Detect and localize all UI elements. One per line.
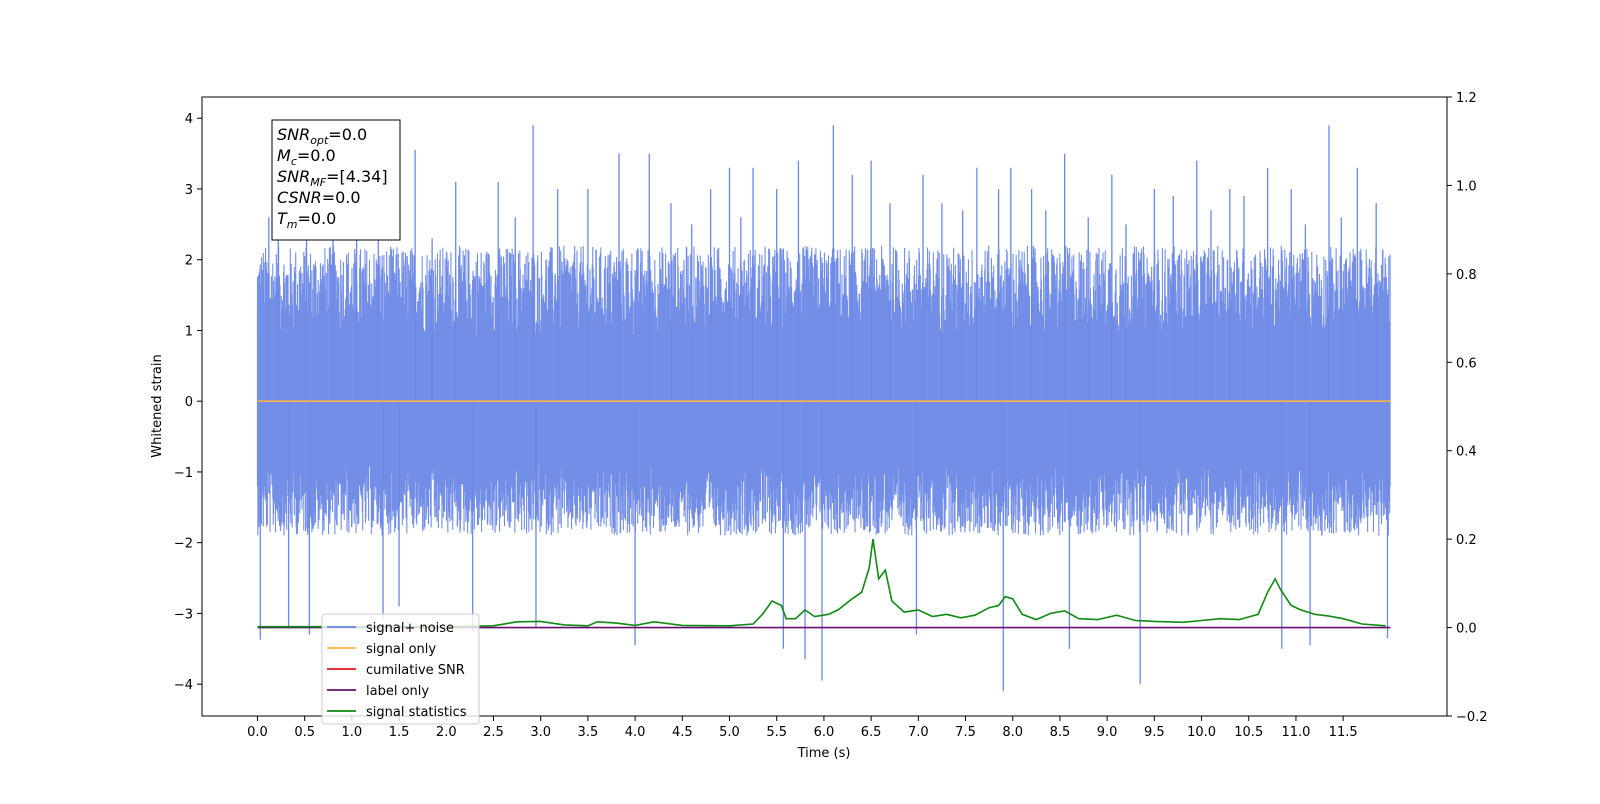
x-tick-label: 3.0 — [530, 725, 551, 740]
annotation-box-frame — [271, 119, 401, 241]
y-tick-label: −4 — [174, 678, 193, 693]
annotation-line: SNRopt=0.0 — [277, 125, 367, 147]
y-tick-label: −1 — [174, 466, 193, 481]
y2-tick-label: 0.2 — [1456, 533, 1477, 548]
x-tick-label: 5.0 — [719, 725, 740, 740]
legend-label: label only — [366, 684, 429, 699]
x-tick-label: 6.0 — [814, 725, 835, 740]
x-tick-label: 8.0 — [1002, 725, 1023, 740]
y2-tick-label: −0.2 — [1456, 710, 1488, 725]
annotation-line: SNRMF=[4.34] — [277, 167, 388, 189]
x-tick-label: 10.5 — [1234, 725, 1263, 740]
y-tick-label: 4 — [185, 112, 193, 127]
y2-tick-label: 1.0 — [1456, 179, 1477, 194]
legend-label: cumilative SNR — [366, 663, 465, 678]
x-tick-label: 0.0 — [247, 725, 268, 740]
legend-label: signal statistics — [366, 705, 467, 720]
x-tick-label: 9.5 — [1144, 725, 1165, 740]
y2-tick-label: 0.4 — [1456, 445, 1477, 460]
y2-tick-label: 0.0 — [1456, 622, 1477, 637]
x-tick-label: 0.5 — [294, 725, 315, 740]
y-tick-label: 3 — [185, 183, 193, 198]
x-tick-label: 8.5 — [1050, 725, 1071, 740]
y-tick-label: −2 — [174, 537, 193, 552]
x-tick-label: 7.0 — [908, 725, 929, 740]
x-tick-label: 5.5 — [766, 725, 787, 740]
series-layer — [256, 125, 1391, 692]
y2-tick-label: 0.8 — [1456, 268, 1477, 283]
series-signal-noise — [256, 245, 1391, 536]
x-tick-label: 9.0 — [1097, 725, 1118, 740]
y2-tick-label: 1.2 — [1456, 91, 1477, 106]
legend: signal+ noise signal only cumilative SNR la… — [321, 613, 480, 725]
y-tick-label: 1 — [185, 324, 193, 339]
x-tick-label: 3.5 — [578, 725, 599, 740]
x-axis-label: Time (s) — [797, 746, 851, 761]
y-tick-label: 2 — [185, 254, 193, 269]
series-signal-statistics — [257, 538, 1386, 628]
x-tick-label: 1.5 — [389, 725, 410, 740]
x-tick-label: 4.0 — [625, 725, 646, 740]
axes-layer: Time (s) Whitened strain 0.0 0.5 1.0 1.5 2.0… — [150, 91, 1488, 761]
y2-tick-label: 0.6 — [1456, 356, 1477, 371]
x-tick-label: 11.0 — [1281, 725, 1310, 740]
plot-frame — [201, 96, 1448, 717]
x-tick-label: 2.0 — [436, 725, 457, 740]
y-axis-label: Whitened strain — [150, 354, 165, 457]
annotation-line: CSNR=0.0 — [277, 188, 361, 207]
x-tick-label: 7.5 — [955, 725, 976, 740]
legend-label: signal only — [366, 642, 436, 657]
legend-frame — [321, 613, 480, 725]
legend-label: signal+ noise — [366, 621, 454, 636]
annotation-line: Mc=0.0 — [277, 146, 336, 168]
x-tick-label: 10.0 — [1187, 725, 1216, 740]
y-tick-label: −3 — [174, 607, 193, 622]
annotation-line: Tm=0.0 — [277, 209, 336, 231]
x-tick-label: 1.0 — [342, 725, 363, 740]
x-tick-label: 11.5 — [1329, 725, 1358, 740]
x-tick-label: 6.5 — [861, 725, 882, 740]
y-tick-label: 0 — [185, 395, 193, 410]
x-tick-label: 4.5 — [672, 725, 693, 740]
x-tick-label: 2.5 — [483, 725, 504, 740]
